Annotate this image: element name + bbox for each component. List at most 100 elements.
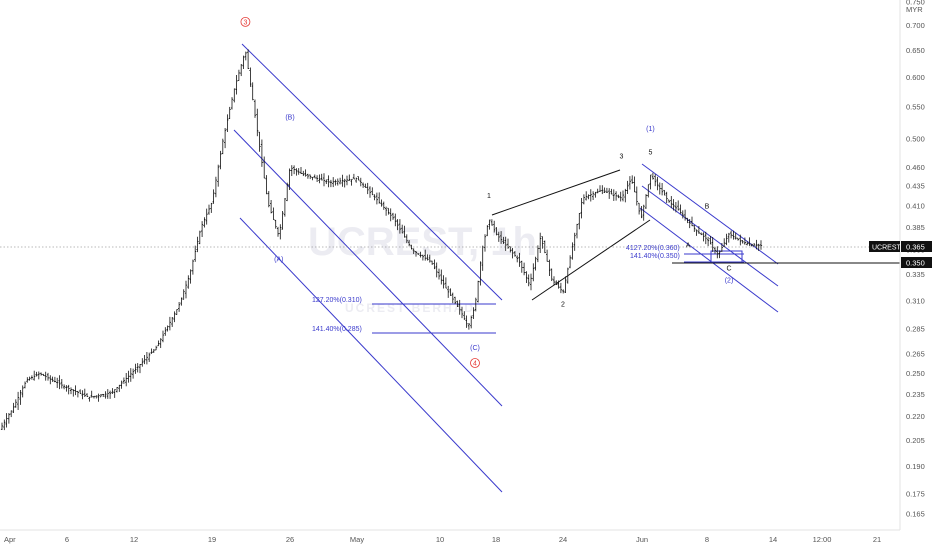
ohlc-bar — [334, 179, 337, 186]
ohlc-bar — [148, 352, 151, 362]
ohlc-bar — [276, 226, 280, 237]
ohlc-bar — [88, 396, 91, 402]
ohlc-bar — [435, 262, 438, 278]
ohlc-bar — [109, 390, 112, 399]
ohlc-bar — [21, 385, 24, 398]
wave-label: C — [726, 266, 731, 273]
ohlc-bar — [654, 174, 657, 187]
ohlc-bar — [267, 191, 270, 208]
ohlc-bar — [516, 255, 519, 263]
channel-line-lower[interactable] — [239, 217, 503, 493]
ohlc-bar — [573, 232, 576, 251]
ohlc-bar — [431, 260, 434, 265]
ohlc-bar — [49, 375, 52, 385]
ohlc-bar — [297, 168, 300, 175]
ohlc-bar — [734, 232, 737, 240]
ohlc-bar — [718, 250, 721, 259]
time-tick-label: 10 — [436, 535, 444, 544]
ohlc-bar — [391, 212, 395, 220]
time-tick-label: 8 — [705, 535, 709, 544]
ohlc-bar — [562, 289, 565, 294]
ohlc-bar — [520, 260, 523, 273]
ohlc-bar — [92, 395, 96, 399]
ohlc-bar — [10, 410, 13, 418]
ohlc-bar — [463, 311, 466, 320]
ohlc-bar — [380, 199, 383, 207]
ohlc-bar — [95, 395, 98, 399]
ohlc-bar — [51, 376, 54, 382]
ohlc-bar — [320, 173, 323, 181]
ohlc-bar — [23, 381, 27, 389]
wedge-lower-line[interactable] — [531, 219, 651, 301]
ohlc-bar — [387, 207, 390, 215]
ohlc-bar — [263, 156, 266, 179]
ohlc-bar — [352, 173, 355, 180]
ohlc-bar — [483, 234, 487, 252]
wedge-upper-line[interactable] — [491, 169, 621, 216]
ohlc-bar — [65, 385, 68, 392]
ohlc-bar — [129, 368, 132, 382]
ohlc-bar — [617, 194, 620, 199]
channel-line-middle[interactable] — [233, 129, 503, 407]
channel2-line-upper[interactable] — [641, 163, 779, 265]
ohlc-bar — [279, 224, 282, 240]
ohlc-bar — [500, 231, 503, 244]
ohlc-bar — [672, 199, 675, 211]
ohlc-bar — [543, 240, 546, 254]
ohlc-bar — [221, 138, 224, 155]
drawing-layer[interactable] — [233, 43, 779, 493]
ohlc-bar — [575, 223, 579, 239]
price-tick-label: 0.310 — [906, 296, 925, 305]
ohlc-bar — [164, 327, 167, 336]
ohlc-bar — [410, 244, 413, 250]
ohlc-bar — [495, 227, 498, 236]
ohlc-bar — [230, 97, 234, 110]
ohlc-bar — [596, 188, 599, 194]
price-tick-label: 0.550 — [906, 102, 925, 111]
ohlc-bar — [56, 377, 59, 388]
ohlc-bar — [723, 238, 726, 248]
wave-label: (1) — [646, 126, 655, 133]
ohlc-bar — [357, 176, 360, 181]
ohlc-bar — [713, 247, 717, 254]
price-tick-label: 0.205 — [906, 436, 925, 445]
wave-label: (A) — [274, 257, 283, 264]
ohlc-bar — [396, 219, 399, 231]
ohlc-bar — [270, 200, 273, 214]
ohlc-bar — [417, 253, 420, 255]
wave-circle — [240, 16, 251, 27]
ohlc-bar — [753, 242, 756, 247]
channel2-line-lower[interactable] — [639, 207, 779, 313]
ohlc-bar — [17, 391, 20, 411]
wave-labels-layer: 3 (B) (A) (C) 4 1 2 3 (1) 5 A B C (2) — [240, 16, 733, 368]
price-tick-label: 0.335 — [906, 270, 925, 279]
ohlc-bar — [557, 280, 560, 289]
ohlc-bar — [398, 219, 401, 234]
ohlc-bar — [7, 412, 10, 424]
channel-line-upper[interactable] — [241, 43, 503, 301]
ohlc-bar — [244, 51, 247, 61]
ohlc-bar — [35, 371, 38, 377]
ohlc-bar — [210, 202, 213, 213]
fib2-target-box[interactable] — [710, 250, 743, 263]
ohlc-bar — [293, 165, 296, 175]
ohlc-bar — [166, 325, 169, 332]
ohlc-bar — [127, 370, 130, 383]
ohlc-bar — [79, 389, 82, 394]
ohlc-bar — [527, 274, 530, 287]
fib-level-label: 127.20%(0.310) — [312, 297, 362, 304]
ohlc-bar — [442, 275, 445, 289]
ohlc-bar — [316, 175, 319, 182]
ohlc-bar — [14, 399, 17, 408]
price-tick-label: 0.175 — [906, 490, 925, 499]
ohlc-bar — [72, 389, 75, 397]
ohlc-bar — [610, 188, 613, 195]
ohlc-bar — [621, 190, 625, 202]
ohlc-bar — [329, 179, 332, 188]
time-axis[interactable]: Apr 6 12 19 26 May 10 18 24 Jun 8 14 12:00 21 — [0, 529, 900, 544]
ohlc-bar — [548, 259, 551, 277]
ohlc-bar — [587, 194, 590, 200]
price-tick-label: 0.410 — [906, 202, 925, 211]
ohlc-bar — [534, 256, 537, 271]
